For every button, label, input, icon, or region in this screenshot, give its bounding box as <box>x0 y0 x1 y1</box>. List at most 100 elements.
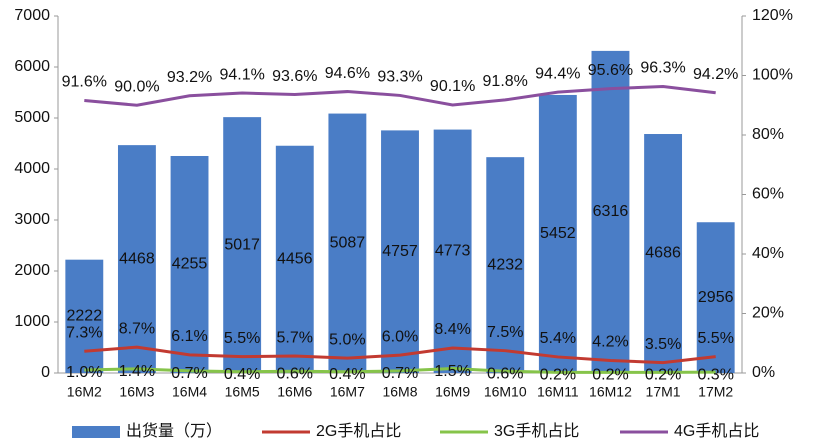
bar-label: 5017 <box>224 236 260 253</box>
bar-label: 2222 <box>67 308 103 325</box>
x-tick-label: 16M3 <box>119 384 154 400</box>
bar <box>538 94 577 373</box>
y-tick-label: 4000 <box>14 160 50 177</box>
bar-label: 4686 <box>645 245 681 262</box>
y2-tick-label: 0% <box>752 364 775 381</box>
y2-tick-label: 40% <box>752 245 784 262</box>
line-label: 6.1% <box>171 328 207 345</box>
line-label: 90.0% <box>114 78 159 95</box>
bar-label: 4468 <box>119 250 155 267</box>
legend-label: 4G手机占比 <box>674 422 759 440</box>
legend-label: 出货量（万） <box>126 422 222 440</box>
x-tick-label: 16M2 <box>67 384 102 400</box>
x-tick-label: 16M7 <box>330 384 365 400</box>
bar-label: 2956 <box>698 289 734 306</box>
line-label: 0.4% <box>224 366 260 383</box>
y-tick-label: 2000 <box>14 262 50 279</box>
y-tick-label: 3000 <box>14 211 50 228</box>
bar-label: 4456 <box>277 251 313 268</box>
x-tick-label: 16M6 <box>277 384 312 400</box>
bar <box>486 157 525 373</box>
line-label: 94.2% <box>693 66 738 83</box>
line-label: 0.7% <box>382 365 418 382</box>
line-label: 7.3% <box>66 325 102 342</box>
y-tick-label: 6000 <box>14 58 50 75</box>
x-tick-label: 16M5 <box>225 384 260 400</box>
bar <box>223 117 262 374</box>
line-label: 6.0% <box>382 328 418 345</box>
line-label: 5.4% <box>540 330 576 347</box>
x-tick-label: 16M10 <box>484 384 527 400</box>
x-tick-label: 16M12 <box>589 384 632 400</box>
line-label: 0.2% <box>645 367 681 384</box>
line-label: 0.7% <box>171 365 207 382</box>
legend-label: 2G手机占比 <box>316 422 401 440</box>
bar <box>117 145 156 373</box>
bar-label: 5087 <box>330 235 366 252</box>
legend-swatch <box>72 426 120 438</box>
line-label: 93.2% <box>167 69 212 86</box>
line-label: 0.6% <box>277 365 313 382</box>
bar <box>696 222 735 373</box>
x-tick-label: 17M2 <box>698 384 733 400</box>
x-tick-label: 16M4 <box>172 384 207 400</box>
line-label: 91.8% <box>483 73 528 90</box>
bar-label: 4255 <box>172 256 208 273</box>
x-tick-label: 16M8 <box>382 384 417 400</box>
line-label: 1.0% <box>66 364 102 381</box>
x-tick-label: 16M11 <box>537 384 579 400</box>
line-label: 94.1% <box>219 66 264 83</box>
bar <box>170 155 209 373</box>
y2-tick-label: 100% <box>752 67 793 84</box>
x-tick-label: 17M1 <box>646 384 681 400</box>
line-label: 8.7% <box>119 320 155 337</box>
line-label: 94.6% <box>325 65 370 82</box>
line-label: 0.4% <box>329 366 365 383</box>
line-label: 3.5% <box>645 336 681 353</box>
y-tick-label: 0 <box>41 364 50 381</box>
line-label: 93.3% <box>377 69 422 86</box>
line-label: 5.5% <box>224 330 260 347</box>
line-label: 93.6% <box>272 68 317 85</box>
line-series <box>84 345 716 365</box>
line-label: 94.4% <box>535 65 580 82</box>
line-label: 5.7% <box>277 329 313 346</box>
line-label: 0.6% <box>487 365 523 382</box>
line-label: 4.2% <box>592 334 628 351</box>
legend-label: 3G手机占比 <box>494 422 579 440</box>
bar <box>65 259 104 373</box>
y2-tick-label: 60% <box>752 186 784 203</box>
line-label: 1.5% <box>434 363 470 380</box>
line-label: 5.0% <box>329 331 365 348</box>
line-label: 8.4% <box>434 321 470 338</box>
bar <box>381 130 419 373</box>
bar <box>591 50 630 373</box>
y-tick-label: 1000 <box>14 313 50 330</box>
line-label: 1.4% <box>119 363 155 380</box>
line-label: 90.1% <box>430 78 475 95</box>
line-series <box>84 85 716 107</box>
line-label: 0.3% <box>697 366 733 383</box>
line-label: 91.6% <box>62 74 107 91</box>
line-label: 0.2% <box>540 367 576 384</box>
line-label: 0.2% <box>592 367 628 384</box>
bar-label: 4232 <box>487 256 523 273</box>
bar <box>644 134 683 373</box>
bar <box>328 113 367 374</box>
bar-label: 6316 <box>593 203 629 220</box>
line-label: 96.3% <box>640 60 685 77</box>
y2-tick-label: 120% <box>752 7 793 24</box>
y-tick-label: 5000 <box>14 109 50 126</box>
x-tick-label: 16M9 <box>435 384 470 400</box>
bar-label: 4757 <box>382 243 418 260</box>
y-tick-label: 7000 <box>14 7 50 24</box>
bar-label: 5452 <box>540 225 576 242</box>
bar-label: 4773 <box>435 243 471 260</box>
y2-tick-label: 20% <box>752 305 784 322</box>
line-label: 95.6% <box>588 62 633 79</box>
line-label: 7.5% <box>487 324 523 341</box>
bar <box>275 145 314 373</box>
bar <box>433 129 472 373</box>
line-series <box>84 367 716 374</box>
